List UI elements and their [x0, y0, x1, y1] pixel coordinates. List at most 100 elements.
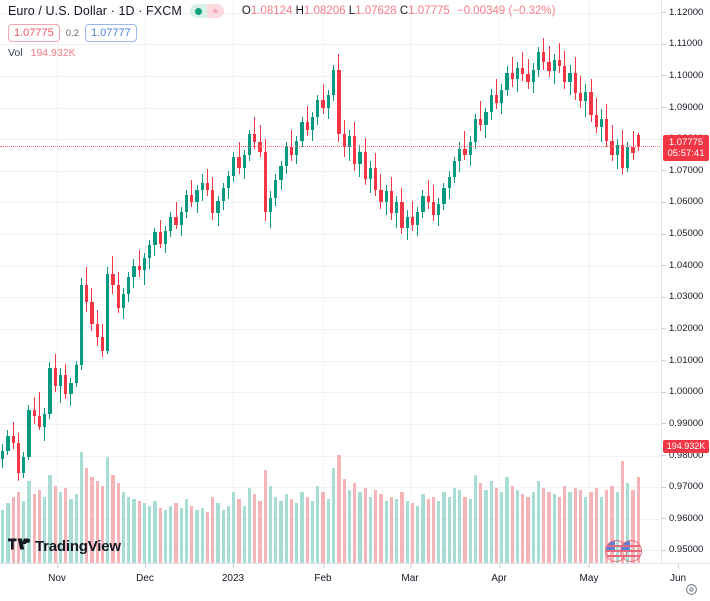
volume-bar: [631, 490, 635, 563]
candle-wick: [138, 249, 140, 277]
time-axis-tick: Dec: [136, 564, 154, 584]
volume-bar: [6, 503, 10, 563]
candle-body: [100, 336, 105, 352]
candle-body: [195, 189, 199, 203]
candle-body: [437, 204, 441, 216]
volume-bar: [326, 498, 330, 563]
volume-bar: [605, 490, 609, 563]
candle-body: [58, 374, 63, 386]
candle-wick: [522, 52, 524, 81]
candle-wick: [207, 169, 209, 197]
candle-wick: [59, 368, 61, 404]
volume-bar: [153, 501, 157, 563]
candle-body: [374, 167, 378, 190]
candle-body: [620, 145, 625, 168]
gridline-horizontal: [0, 170, 662, 172]
candle-wick: [12, 422, 14, 450]
time-axis[interactable]: Nov Dec 2023 Feb Mar Apr May Jun: [0, 563, 710, 601]
candle-body: [106, 273, 110, 352]
gridline-horizontal: [0, 518, 662, 520]
volume-bar: [22, 501, 26, 563]
gridline-horizontal: [0, 202, 662, 204]
volume-bar: [379, 494, 383, 563]
volume-label[interactable]: Vol: [8, 46, 23, 59]
price-axis[interactable]: 1.120001.110001.100001.090001.080001.070…: [661, 0, 710, 563]
gridline-vertical: [589, 0, 590, 563]
candle-body: [211, 189, 215, 214]
candle-body: [247, 134, 252, 155]
volume-bar: [216, 503, 220, 563]
candle-body: [284, 147, 288, 167]
volume-bar: [205, 512, 210, 563]
volume-bar: [127, 496, 131, 563]
volume-bar: [594, 487, 598, 563]
price-box-red[interactable]: 1.07775: [8, 24, 60, 42]
candle-body: [184, 194, 189, 212]
gridline-vertical: [233, 0, 234, 563]
candle-wick: [427, 180, 429, 209]
volume-bar: [310, 501, 315, 563]
candle-body: [458, 148, 462, 162]
volume-bar: [384, 501, 388, 563]
volume-bar: [515, 490, 520, 563]
volume-value: 194.932K: [30, 46, 76, 59]
candle-body: [153, 232, 157, 246]
close-value: 1.07775: [408, 5, 450, 17]
high-label: H: [295, 5, 304, 17]
candle-body: [568, 72, 572, 83]
candle-wick: [254, 117, 256, 149]
volume-bar: [111, 474, 115, 563]
candle-wick: [580, 75, 582, 108]
price-box-blue[interactable]: 1.07777: [84, 24, 137, 42]
volume-bar: [95, 481, 99, 563]
green-status-dot-icon[interactable]: [189, 4, 207, 18]
volume-bar: [174, 503, 178, 563]
candle-body: [536, 52, 541, 70]
volume-bar: [332, 467, 336, 563]
last-price-value: 1.07775: [668, 137, 704, 149]
gridline-horizontal: [0, 455, 662, 457]
volume-bar: [132, 498, 136, 563]
gridline-vertical: [145, 0, 146, 563]
us-flag-icon: [620, 540, 642, 562]
candle-wick: [480, 101, 482, 132]
candle-body: [326, 94, 330, 108]
approx-equals-icon[interactable]: ≈: [206, 4, 224, 18]
volume-bar: [337, 454, 341, 563]
gridline-horizontal: [0, 44, 662, 46]
volume-bar: [416, 505, 420, 563]
volume-bar: [479, 483, 483, 563]
time-axis-tick: Nov: [48, 564, 66, 584]
symbol-title[interactable]: Euro / U.S. Dollar · 1D · FXCM: [8, 4, 182, 18]
candle-body: [190, 194, 194, 203]
chart-plot-area[interactable]: [0, 0, 662, 563]
candle-body: [500, 90, 504, 103]
gridline-horizontal: [0, 139, 662, 141]
volume-bar: [37, 490, 42, 563]
gridline-horizontal: [0, 107, 662, 109]
candle-body: [521, 68, 525, 75]
candle-body: [95, 324, 99, 337]
candle-wick: [511, 56, 513, 87]
candle-body: [205, 183, 210, 190]
candle-body: [263, 151, 267, 212]
gridline-vertical: [57, 0, 58, 563]
low-value: 1.07628: [355, 5, 397, 17]
volume-bar: [295, 503, 299, 563]
legend-icon-group[interactable]: ≈: [189, 4, 224, 18]
volume-bar: [374, 490, 378, 563]
gridline-horizontal: [0, 75, 662, 77]
candle-body: [226, 175, 231, 189]
chart-settings-gear-icon[interactable]: [684, 582, 698, 596]
volume-bar: [85, 467, 89, 563]
volume-bar: [531, 492, 535, 563]
candle-body: [1, 450, 5, 459]
candle-body: [310, 117, 315, 130]
time-axis-tick: Mar: [401, 564, 419, 584]
volume-bar: [179, 507, 183, 563]
open-value: 1.08124: [250, 5, 293, 17]
volume-bar: [410, 503, 415, 563]
candle-body: [494, 94, 499, 103]
candle-body: [526, 74, 530, 83]
